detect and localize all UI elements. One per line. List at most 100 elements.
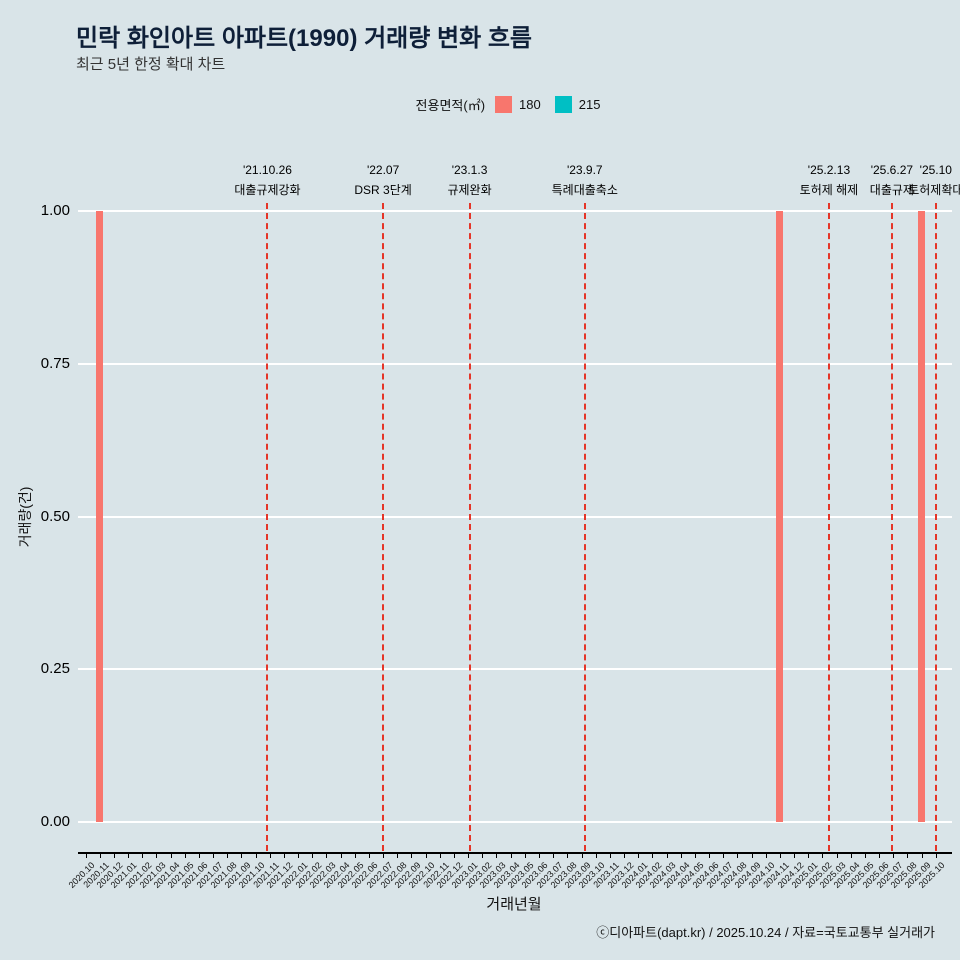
legend-swatch-215-icon (554, 96, 572, 113)
x-tick-mark (411, 853, 413, 858)
x-tick-mark (269, 853, 271, 858)
x-tick-mark (156, 853, 158, 858)
x-tick-mark (113, 853, 115, 858)
y-gridline (78, 821, 952, 823)
legend-item-label: 180 (519, 97, 541, 112)
x-tick-mark (85, 853, 87, 858)
x-tick-mark (879, 853, 881, 858)
y-tick-label: 0.50 (40, 507, 70, 525)
x-tick-mark (439, 853, 441, 858)
x-tick-mark (638, 853, 640, 858)
x-tick-mark (99, 853, 101, 858)
y-gridline (78, 210, 952, 212)
x-tick-mark (709, 853, 711, 858)
x-tick-mark (553, 853, 555, 858)
annotation-line (827, 203, 830, 851)
x-tick-mark (425, 853, 427, 858)
annotation-line (468, 203, 471, 851)
annotation-label: '23.1.3 규제완화 (447, 160, 491, 200)
x-tick-mark (836, 853, 838, 858)
x-tick-mark (893, 853, 895, 858)
annotation-text: 토허제확대 (908, 183, 960, 197)
annotation-date: '25.2.13 (807, 163, 851, 177)
x-tick-mark (255, 853, 257, 858)
bar-180-2024.11 (776, 211, 784, 822)
x-tick-mark (340, 853, 342, 858)
x-tick-mark (510, 853, 512, 858)
annotation-date: '23.1.3 (451, 163, 488, 177)
x-tick-mark (567, 853, 569, 858)
bar-180-2025.09 (918, 211, 926, 822)
annotation-text: 대출규제강화 (234, 183, 301, 197)
annotation-label: '25.2.13 토허제 해제 (800, 160, 859, 200)
y-tick-label: 0.00 (40, 813, 70, 830)
x-tick-mark (935, 853, 937, 858)
x-tick-mark (283, 853, 285, 858)
annotation-date: '23.9.7 (566, 163, 603, 177)
x-tick-mark (142, 853, 144, 858)
annotation-text: 특례대출축소 (551, 183, 618, 197)
annotation-date: '22.07 (366, 163, 400, 177)
x-tick-mark (850, 853, 852, 858)
x-axis-title: 거래년월 (486, 896, 542, 913)
x-tick-mark (383, 853, 385, 858)
x-tick-mark (822, 853, 824, 858)
chart-title: 민락 화인아트 아파트(1990) 거래량 변화 흐름 (76, 25, 532, 52)
annotation-line (890, 203, 893, 851)
x-tick-mark (184, 853, 186, 858)
x-tick-mark (482, 853, 484, 858)
x-tick-mark (595, 853, 597, 858)
x-tick-mark (921, 853, 923, 858)
x-tick-mark (779, 853, 781, 858)
y-tick-label: 1.00 (40, 202, 70, 219)
x-tick-mark (765, 853, 767, 858)
legend-item-label: 215 (578, 97, 601, 112)
annotation-date: '25.6.27 (870, 163, 914, 177)
x-tick-mark (624, 853, 626, 858)
annotation-line (266, 203, 269, 851)
annotation-date: '21.10.26 (242, 163, 292, 177)
x-tick-mark (609, 853, 611, 858)
annotation-line (583, 203, 586, 851)
legend-title: 전용면적(㎡) (415, 98, 486, 113)
annotation-label: '23.9.7 특례대출축소 (552, 160, 618, 200)
y-gridline (78, 668, 952, 671)
x-tick-mark (453, 853, 455, 858)
x-tick-mark (397, 853, 399, 858)
annotation-text: 대출규제 (869, 183, 914, 197)
x-tick-mark (694, 853, 696, 858)
x-tick-mark (539, 853, 540, 858)
legend-item-215: 215 (554, 96, 601, 113)
annotation-label: '25.6.27 대출규제 (870, 160, 914, 200)
x-tick-mark (128, 853, 130, 858)
x-tick-mark (241, 853, 243, 858)
x-tick-mark (326, 853, 328, 858)
y-gridline (78, 515, 952, 518)
legend: 전용면적(㎡) 180 215 (28, 95, 960, 114)
footer-credit: ⓒ디아파트(dapt.kr) / 2025.10.24 / 자료=국토교통부 실… (596, 925, 935, 940)
x-tick-mark (312, 853, 314, 858)
annotation-line (934, 203, 937, 851)
annotation-date: '25.10 (919, 163, 952, 177)
y-gridline (78, 362, 952, 365)
x-tick-mark (666, 853, 668, 858)
y-tick-label: 0.25 (40, 660, 70, 678)
x-tick-mark (907, 853, 909, 858)
annotation-text: 규제완화 (447, 183, 492, 197)
x-tick-mark (864, 853, 866, 858)
x-tick-mark (298, 853, 300, 858)
x-tick-mark (213, 853, 215, 858)
x-tick-mark (808, 853, 810, 858)
x-tick-mark (170, 853, 172, 858)
x-tick-mark (227, 853, 229, 858)
x-tick-mark (737, 853, 739, 858)
legend-items: 180 215 (495, 96, 600, 113)
x-tick-mark (723, 853, 725, 858)
annotation-label: '21.10.26 대출규제강화 (234, 160, 300, 200)
x-tick-mark (751, 853, 753, 858)
x-tick-mark (581, 853, 583, 858)
chart-subtitle: 최근 5년 한정 확대 차트 (76, 56, 226, 73)
legend-swatch-180-icon (495, 96, 513, 113)
x-tick-mark (652, 853, 654, 858)
